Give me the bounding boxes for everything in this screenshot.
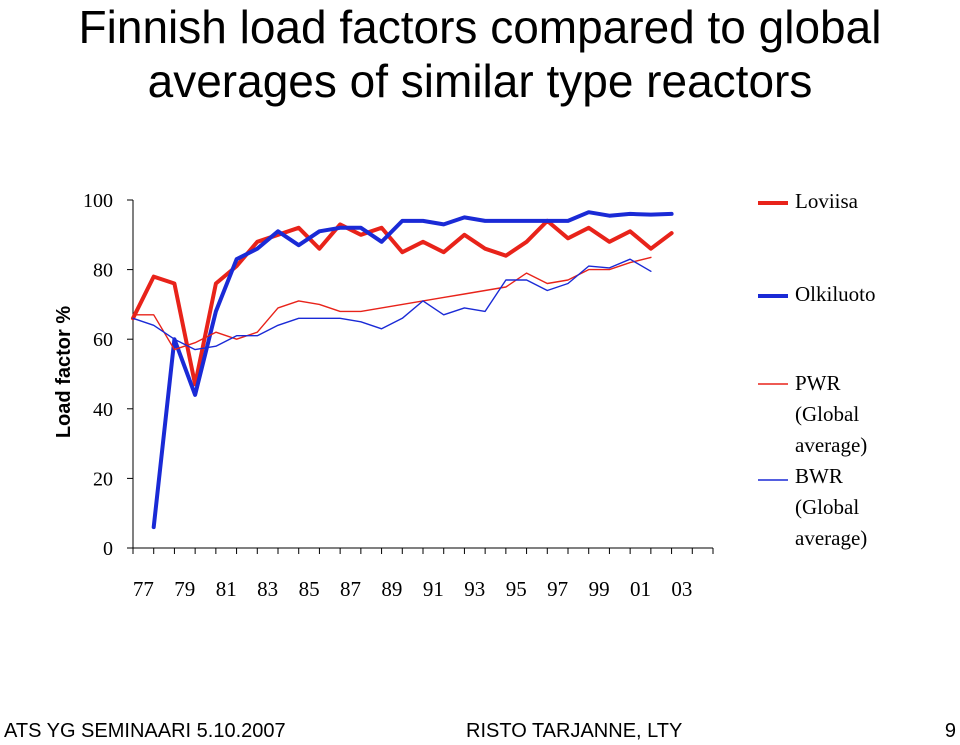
x-tick-label: 87 xyxy=(340,577,361,601)
x-tick-label: 79 xyxy=(174,577,195,601)
chart-axes xyxy=(127,199,714,554)
legend-label-1: Loviisa xyxy=(795,189,859,213)
x-tick-label: 83 xyxy=(257,577,278,601)
footer-page-number: 9 xyxy=(944,720,956,742)
chart-legend: Loviisa Olkiluoto PWR (Global average)BWR (Gl… xyxy=(758,189,876,550)
y-tick-label: 60 xyxy=(93,329,113,351)
y-tick-label: 100 xyxy=(83,190,113,212)
legend-label-2: Olkiluoto xyxy=(795,282,876,306)
slide-title: Finnish load factors compared to global … xyxy=(0,0,960,108)
x-tick-label: 01 xyxy=(630,577,651,601)
series-line-2 xyxy=(151,210,674,530)
x-tick-label: 91 xyxy=(423,577,444,601)
slide-title-line-1: Finnish load factors compared to global xyxy=(78,1,882,53)
series-line-1 xyxy=(131,218,674,387)
x-tick-label: 97 xyxy=(547,577,568,601)
series-line-3 xyxy=(132,256,652,351)
x-tick-label: 93 xyxy=(464,577,485,601)
x-tick-label: 99 xyxy=(589,577,610,601)
x-tick-label: 85 xyxy=(299,577,320,601)
y-tick-labels: 0 20 40 60 80 100 xyxy=(83,190,113,560)
x-tick-label: 89 xyxy=(381,577,402,601)
footer-event: ATS YG SEMINAARI 5.10.2007 xyxy=(4,720,286,742)
y-tick-label: 40 xyxy=(93,399,113,421)
x-tick-label: 95 xyxy=(506,577,527,601)
y-axis-label: Load factor % xyxy=(53,306,75,438)
x-tick-label: 03 xyxy=(671,577,692,601)
y-tick-label: 80 xyxy=(93,260,113,282)
y-tick-label: 20 xyxy=(93,468,113,490)
y-tick-label: 0 xyxy=(103,538,113,560)
x-tick-label: 77 xyxy=(133,577,154,601)
slide-title-line-2: averages of similar type reactors xyxy=(147,55,813,107)
footer-author: RISTO TARJANNE, LTY xyxy=(466,720,683,742)
legend-label-3: PWR (Global average) xyxy=(795,371,867,457)
x-tick-label: 81 xyxy=(216,577,237,601)
x-tick-labels: 77 79 81 83 85 87 89 91 93 95 97 99 01 03 xyxy=(133,577,693,601)
legend-label-4: BWR (Global average) xyxy=(795,464,867,550)
series-lines xyxy=(131,210,674,530)
series-line-4 xyxy=(132,258,652,351)
